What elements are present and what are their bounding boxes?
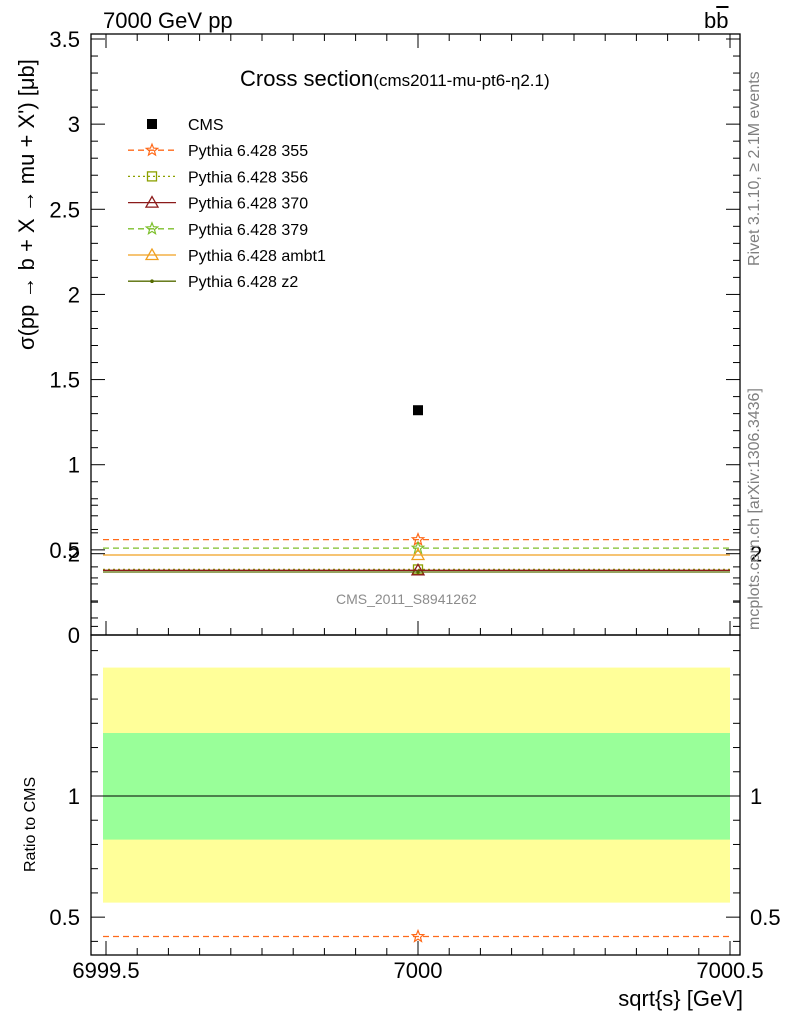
legend-label-3: Pythia 6.428 370	[188, 196, 308, 213]
data-point-5	[410, 547, 426, 561]
chart-title-sub: (cms2011-mu-pt6-η2.1)	[373, 71, 550, 90]
ratio-y-tick-label-left: 0.5	[49, 905, 80, 930]
analysis-id-label: CMS_2011_S8941262	[336, 591, 477, 607]
ratio-panel-frame	[90, 634, 741, 956]
mcplots-credit-label: mcplots.cern.ch [arXiv:1306.3436]	[746, 388, 763, 630]
legend-label-4: Pythia 6.428 379	[188, 222, 308, 239]
x-tick-label: 7000	[394, 958, 443, 983]
process-bbar: b	[716, 8, 729, 33]
legend-label-1: Pythia 6.428 355	[188, 143, 308, 160]
legend-marker-3	[144, 195, 160, 208]
ratio-y-tick-label-left: 1	[68, 784, 80, 809]
legend-label-0: CMS	[188, 117, 224, 134]
y-tick-label: 0	[68, 623, 80, 648]
legend-marker-5	[144, 247, 160, 261]
y-tick-label: 2	[68, 282, 80, 307]
legend-label-2: Pythia 6.428 356	[188, 169, 308, 186]
y-tick-label: 0.5	[49, 538, 80, 563]
legend-marker-4	[144, 221, 160, 235]
ratio-point-0	[410, 928, 426, 943]
y-tick-label: 3	[68, 112, 80, 137]
ratio-y-tick-label-left: 2	[68, 542, 80, 567]
ratio-y-tick-label-right: 2	[750, 542, 762, 567]
y-tick-label: 2.5	[49, 197, 80, 222]
process-b: b	[704, 8, 717, 33]
process-label: bb	[704, 8, 729, 34]
y-tick-label: 1	[68, 453, 80, 478]
data-point-4	[410, 540, 426, 555]
legend-label-6: Pythia 6.428 z2	[188, 274, 298, 291]
y-axis-label-main: σ(pp → b + X → mu + X') [μb]	[14, 59, 39, 350]
rivet-version-label: Rivet 3.1.10, ≥ 2.1M events	[746, 71, 763, 266]
data-point-0	[413, 405, 423, 416]
x-tick-label: 7000.5	[696, 958, 763, 983]
data-point-3	[410, 562, 426, 576]
x-tick-label: 6999.5	[72, 958, 139, 983]
legend-label-5: Pythia 6.428 ambt1	[188, 248, 326, 265]
energy-label: 7000 GeV pp	[103, 8, 233, 33]
x-axis-label: sqrt{s} [GeV]	[618, 986, 743, 1011]
ratio-y-tick-label-right: 0.5	[750, 905, 781, 930]
legend-marker-2	[146, 171, 158, 182]
y-axis-label-ratio: Ratio to CMS	[22, 776, 39, 872]
legend-marker-6	[150, 279, 154, 284]
y-tick-label: 3.5	[49, 27, 80, 52]
chart-title-main: Cross section	[240, 66, 374, 91]
ratio-y-tick-label-right: 1	[750, 784, 762, 809]
legend-marker-0	[147, 119, 157, 129]
y-tick-label: 1.5	[49, 368, 80, 393]
legend-marker-1	[144, 142, 160, 157]
chart-title: Cross section(cms2011-mu-pt6-η2.1)	[240, 66, 550, 92]
data-point-6	[416, 570, 420, 574]
uncertainty-band-2	[103, 733, 730, 840]
